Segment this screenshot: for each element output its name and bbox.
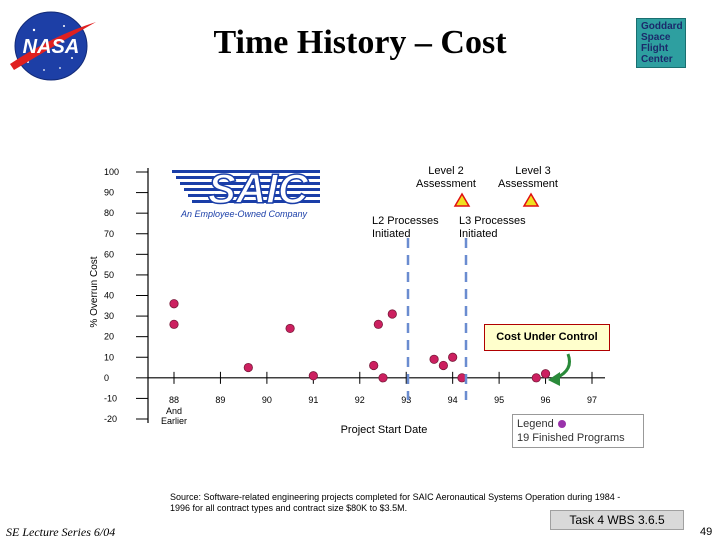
page-title: Time History – Cost [213, 24, 507, 61]
data-point [169, 319, 179, 329]
legend-title-row: Legend [517, 417, 639, 431]
x-tick-label: 89 [215, 395, 225, 405]
y-tick-label: 20 [104, 332, 114, 342]
data-points [169, 299, 551, 383]
x-tick-label: 91 [308, 395, 318, 405]
source-note: Source: Software-related engineering pro… [170, 492, 621, 513]
legend-title: Legend [517, 418, 554, 430]
legend: Legend 19 Finished Programs [512, 414, 644, 448]
y-tick-label: 70 [104, 229, 114, 239]
x-tick-label: 97 [587, 395, 597, 405]
y-tick-label: 50 [104, 270, 114, 280]
data-point [308, 371, 318, 381]
x-tick-label: 95 [494, 395, 504, 405]
data-point [540, 369, 551, 379]
l3-processes-label: L3 Processes Initiated [459, 215, 526, 240]
legend-entry: 19 Finished Programs [517, 432, 625, 444]
gsfc-logo-line: Flight [641, 43, 669, 54]
level2-label: Level 2 Assessment [416, 165, 476, 190]
legend-marker-icon [557, 420, 566, 429]
page-number: 49 [700, 526, 713, 538]
y-tick-label: 10 [104, 352, 114, 362]
data-point [531, 373, 541, 383]
x-tick-label: 92 [355, 395, 365, 405]
x-tick-label: 88 [169, 395, 179, 405]
x-tick-label: 94 [448, 395, 458, 405]
y-tick-label: 80 [104, 208, 114, 218]
footer-left: SE Lecture Series 6/04 [6, 525, 116, 539]
l2-processes-label: L2 Processes Initiated [372, 215, 439, 240]
data-point [448, 352, 458, 362]
data-point [369, 360, 379, 371]
cost-control-arrowhead-icon [548, 372, 560, 386]
y-tick-label: 100 [104, 167, 119, 177]
data-point [373, 319, 383, 329]
y-tick-label: 40 [104, 291, 114, 301]
level2-triangle-icon [453, 192, 471, 207]
y-tick-label: 30 [104, 311, 114, 321]
level3-triangle-icon [522, 192, 540, 207]
level3-label: Level 3 Assessment [498, 165, 558, 190]
gsfc-logo-line: Space [641, 32, 671, 43]
saic-tagline: An Employee-Owned Company [180, 209, 308, 219]
y-tick-label: -10 [104, 393, 117, 403]
y-tick-label: 60 [104, 249, 114, 259]
data-point [378, 373, 388, 383]
data-point [169, 299, 179, 309]
gsfc-logo: Goddard Space Flight Center [636, 18, 686, 68]
saic-logo-text: SAIC [208, 165, 309, 212]
y-axis-label: % Overrun Cost [89, 256, 100, 327]
data-point [285, 323, 295, 334]
nasa-logo: NASA [10, 11, 96, 81]
x-tick-label-extra: And [166, 406, 182, 416]
gsfc-logo-line: Center [641, 54, 673, 65]
y-tick-label: -20 [104, 414, 117, 424]
y-tick-label: 90 [104, 188, 114, 198]
y-tick-label: 0 [104, 373, 109, 383]
task-label: Task 4 WBS 3.6.5 [550, 510, 684, 530]
gsfc-logo-line: Goddard [641, 21, 683, 32]
x-tick-label-extra: Earlier [161, 416, 187, 426]
nasa-logo-text: NASA [23, 36, 80, 58]
x-tick-label: 96 [541, 395, 551, 405]
data-point [429, 354, 439, 364]
data-point [438, 360, 448, 371]
saic-logo: SAIC An Employee-Owned Company [172, 164, 320, 219]
x-tick-label: 93 [401, 395, 411, 405]
project-start-label: Project Start Date [341, 424, 428, 436]
x-tick-label: 90 [262, 395, 272, 405]
data-point [243, 362, 253, 373]
data-point [387, 309, 397, 319]
cost-under-control-box: Cost Under Control [484, 324, 610, 351]
